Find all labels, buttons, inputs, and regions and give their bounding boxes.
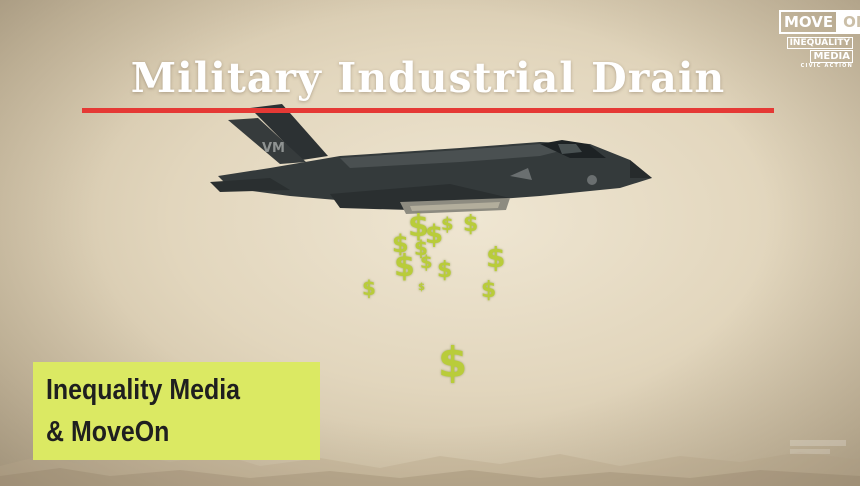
caption-line-1: Inequality Media	[46, 374, 241, 406]
logo-media: MEDIA	[810, 50, 853, 63]
mountain-range	[0, 452, 860, 486]
moveon-inequality-media-logo: MOVE ON INEQUALITY MEDIA CIVIC ACTION	[779, 10, 860, 70]
caption-box: Inequality Media & MoveOn	[33, 362, 320, 460]
logo-wordmark: MOVE ON	[779, 10, 860, 34]
title-underline	[82, 108, 774, 113]
title-banner: Military Industrial Drain	[82, 54, 774, 118]
fighter-jet: VM	[210, 104, 652, 214]
svg-text:VM: VM	[262, 141, 285, 156]
logo-inequality: INEQUALITY	[786, 37, 853, 49]
caption-line-2: & MoveOn	[46, 416, 170, 448]
video-title: Military Industrial Drain	[130, 54, 726, 102]
logo-civic-action: CIVIC ACTION	[800, 63, 853, 69]
logo-move: MOVE	[779, 10, 839, 34]
logo-on: ON	[838, 10, 860, 34]
watermark-logo	[790, 440, 846, 454]
